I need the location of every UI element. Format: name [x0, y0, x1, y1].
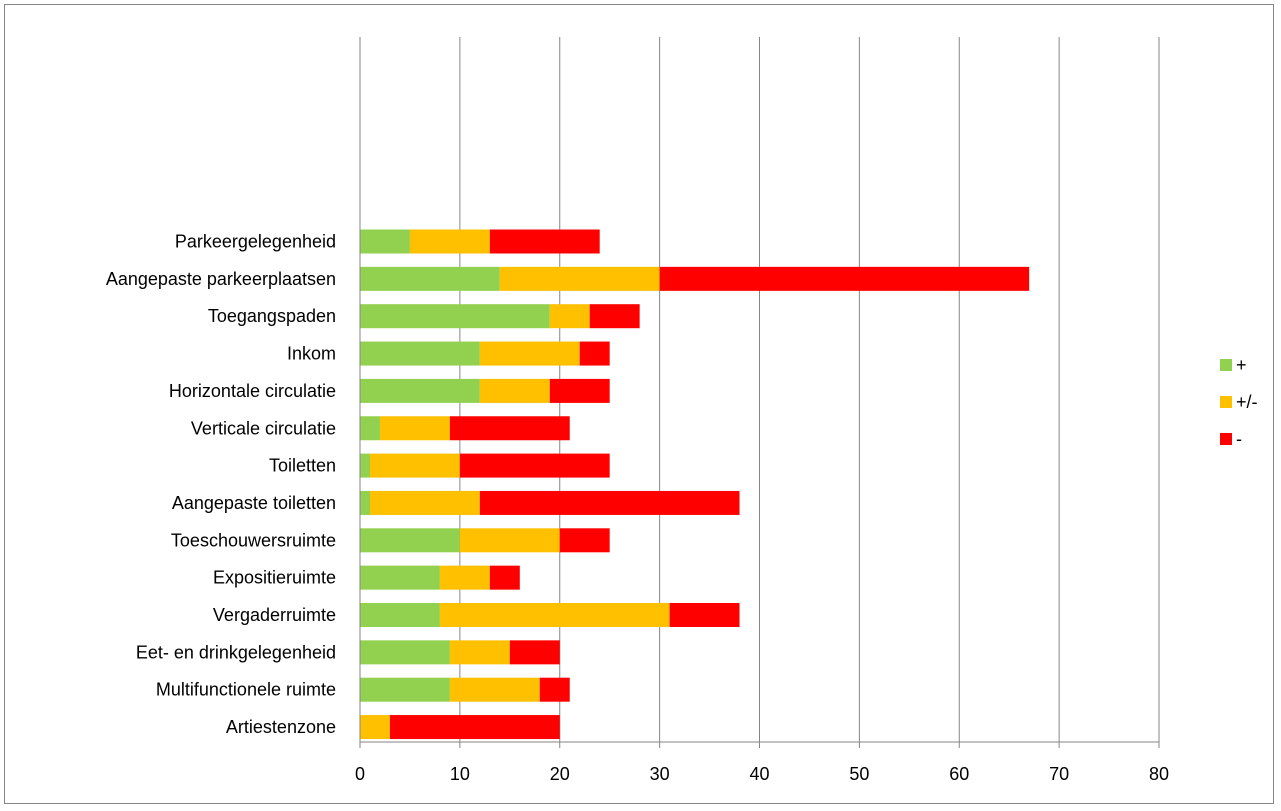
- category-label-3: Toegangspaden: [208, 306, 336, 326]
- category-label-12: Eet- en drinkgelegenheid: [136, 642, 336, 662]
- bar-1-2: [360, 266, 500, 291]
- category-label-10: Expositieruimte: [213, 568, 336, 588]
- legend-label-1: +: [1236, 355, 1247, 375]
- bar-2-8: [369, 490, 480, 515]
- x-tick-label-30: 30: [650, 764, 670, 784]
- x-tick-label-70: 70: [1049, 764, 1069, 784]
- bar-2-9: [459, 528, 560, 553]
- bar-1-8: [360, 490, 370, 515]
- legend-swatch-1: [1220, 359, 1232, 371]
- bar-1-3: [360, 304, 550, 329]
- bar-1-7: [360, 453, 370, 478]
- bar-2-1: [409, 229, 490, 254]
- bar-1-4: [360, 341, 480, 366]
- legend-label-3: -: [1236, 429, 1242, 449]
- bar-2-2: [499, 266, 660, 291]
- bar-3-8: [479, 490, 740, 515]
- chart-frame: Parkeergelegenheid Aangepaste parkeerplaa…: [4, 4, 1274, 804]
- bar-3-2: [659, 266, 1030, 291]
- bar-1-11: [360, 603, 440, 627]
- stacked-bar-chart: Parkeergelegenheid Aangepaste parkeerplaa…: [106, 37, 1258, 784]
- category-label-1: Parkeergelegenheid: [175, 232, 336, 252]
- category-label-11: Vergaderruimte: [213, 605, 336, 625]
- x-tick-label-20: 20: [550, 764, 570, 784]
- bar-3-13: [539, 677, 570, 702]
- x-tick-label-40: 40: [749, 764, 769, 784]
- bar-2-13: [449, 677, 540, 702]
- bar-1-9: [360, 528, 460, 553]
- category-label-13: Multifunctionele ruimte: [156, 680, 336, 700]
- bar-1-5: [360, 378, 480, 403]
- category-label-8: Aangepaste toiletten: [172, 493, 336, 513]
- bar-1-10: [360, 565, 440, 590]
- bar-2-7: [369, 453, 460, 478]
- legend-swatch-3: [1220, 433, 1232, 445]
- x-tick-label-80: 80: [1149, 764, 1169, 784]
- bar-2-12: [449, 640, 510, 665]
- bar-3-4: [579, 341, 610, 366]
- legend-label-2: +/-: [1236, 392, 1258, 412]
- bar-1-6: [360, 416, 380, 441]
- category-label-2: Aangepaste parkeerplaatsen: [106, 269, 336, 289]
- bar-3-12: [509, 640, 560, 665]
- bar-2-10: [439, 565, 490, 590]
- bar-2-11: [439, 603, 670, 627]
- bar-2-3: [549, 304, 590, 329]
- bar-1-1: [360, 229, 410, 254]
- bar-3-5: [549, 378, 610, 403]
- category-label-5: Horizontale circulatie: [169, 381, 336, 401]
- bar-3-6: [449, 416, 570, 441]
- bar-3-1: [489, 229, 600, 254]
- bar-3-10: [489, 565, 520, 590]
- x-tick-label-10: 10: [450, 764, 470, 784]
- bar-2-4: [479, 341, 580, 366]
- x-tick-label-50: 50: [849, 764, 869, 784]
- bar-3-3: [589, 304, 640, 329]
- bar-3-14: [389, 715, 560, 740]
- category-label-14: Artiestenzone: [226, 717, 336, 737]
- legend-swatch-2: [1220, 396, 1232, 408]
- bar-2-6: [379, 416, 450, 441]
- category-label-9: Toeschouwersruimte: [171, 530, 336, 550]
- bar-3-11: [669, 603, 740, 627]
- bar-2-14: [360, 715, 390, 740]
- x-tick-label-60: 60: [949, 764, 969, 784]
- bar-1-13: [360, 677, 450, 702]
- bar-3-7: [459, 453, 610, 478]
- bar-3-9: [559, 528, 610, 553]
- category-label-6: Verticale circulatie: [191, 418, 336, 438]
- category-label-7: Toiletten: [269, 456, 336, 476]
- bar-1-12: [360, 640, 450, 665]
- category-label-4: Inkom: [287, 344, 336, 364]
- bar-2-5: [479, 378, 550, 403]
- x-tick-label-0: 0: [355, 764, 365, 784]
